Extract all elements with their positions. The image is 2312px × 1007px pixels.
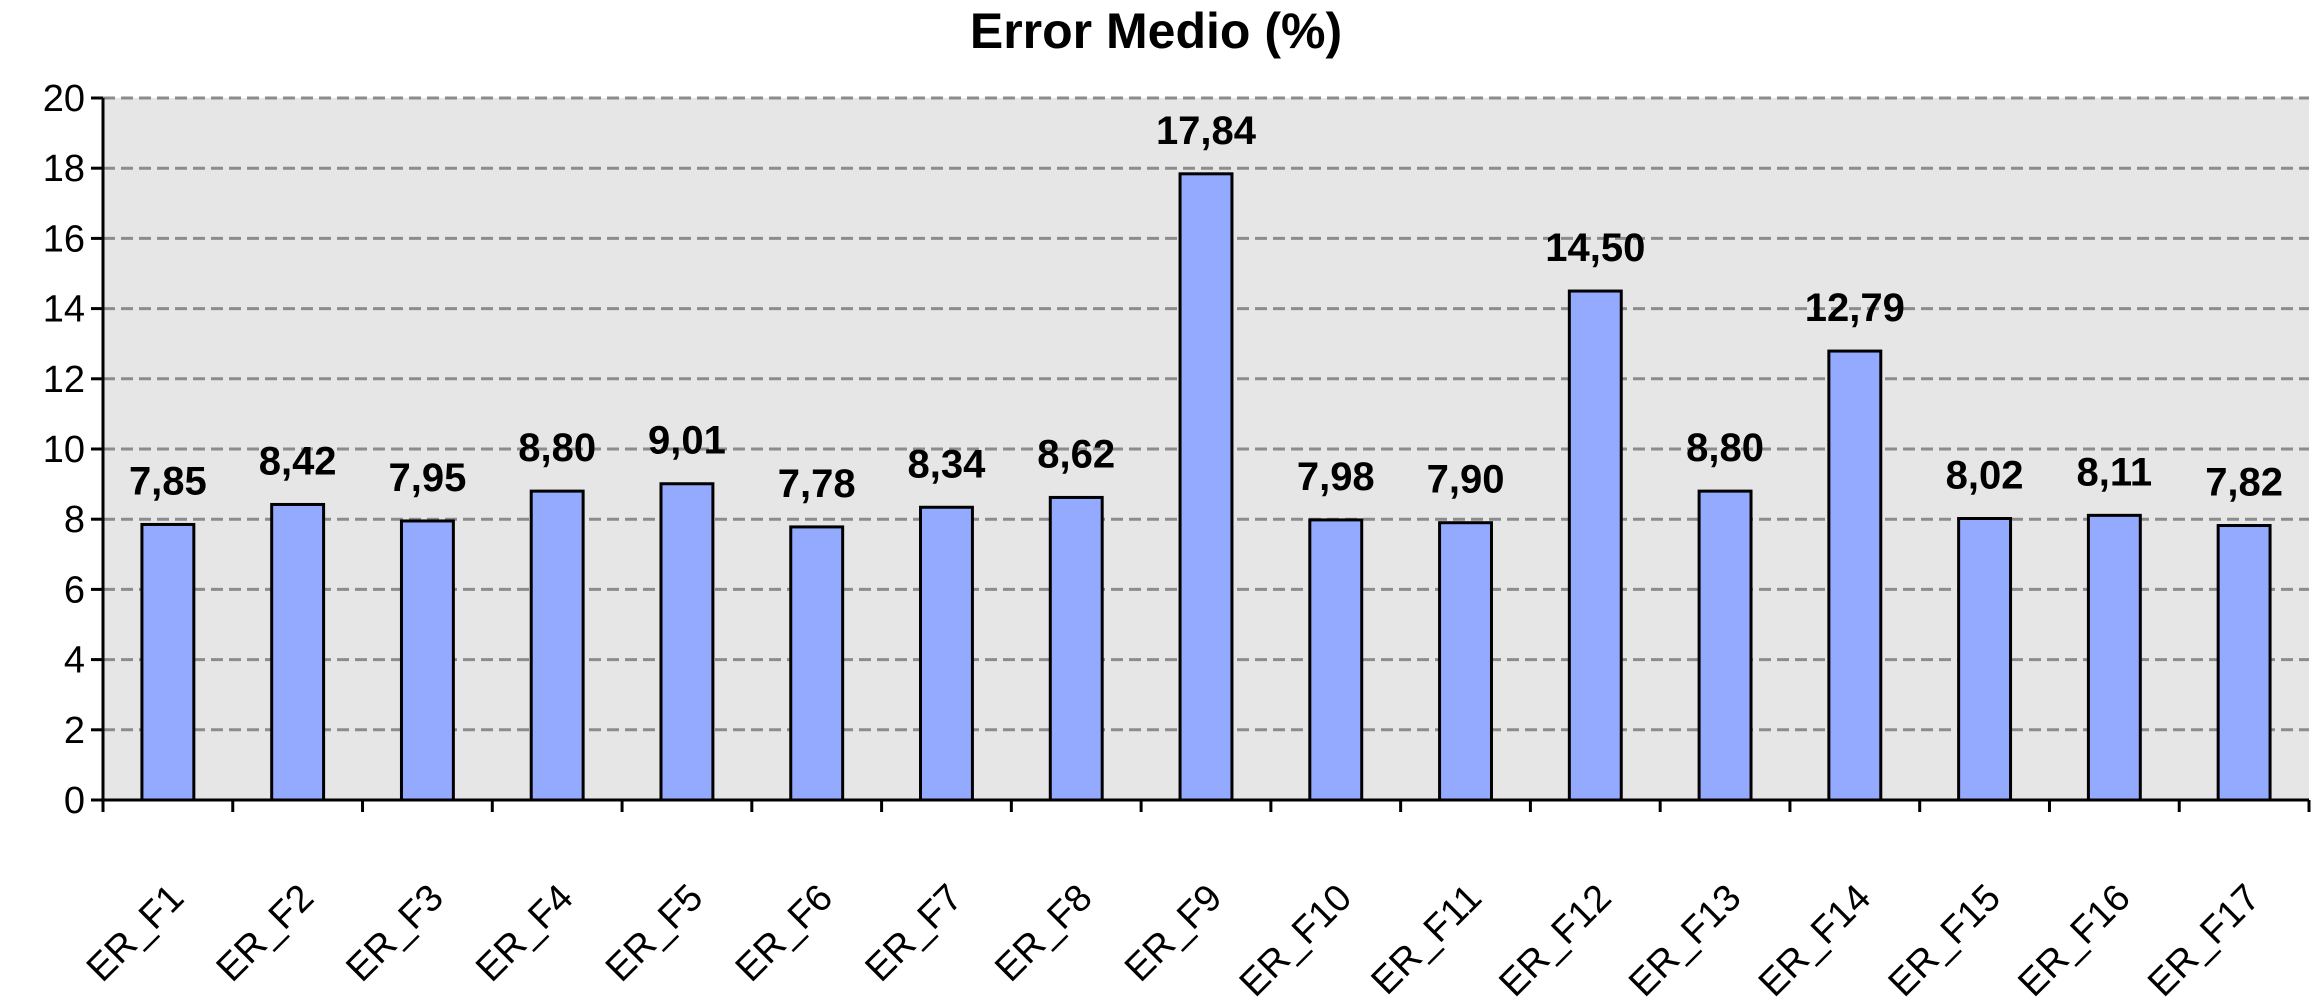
y-tick-label: 6 — [64, 569, 85, 611]
data-label: 17,84 — [1156, 109, 1257, 153]
y-tick-label: 4 — [64, 640, 85, 682]
x-tick-label: ER_F11 — [1364, 877, 1490, 1003]
data-label: 12,79 — [1805, 286, 1905, 330]
data-labels: 7,85 8,42 7,95 8,80 9,01 7,78 8,34 8,62 17,84 7,9… — [129, 109, 2283, 506]
data-label: 8,02 — [1946, 453, 2024, 497]
x-tick-label: ER_F12 — [1491, 877, 1619, 1005]
x-tick-label: ER_F16 — [2010, 877, 2138, 1005]
bar — [1567, 289, 1623, 802]
data-label: 7,98 — [1297, 455, 1375, 499]
bar — [270, 502, 326, 802]
x-tick-label: ER_F15 — [1881, 877, 2009, 1005]
x-tick-label: ER_F2 — [209, 877, 322, 990]
bar — [1438, 521, 1493, 802]
x-tick-label: ER_F10 — [1232, 877, 1360, 1005]
y-tick-label: 20 — [43, 78, 85, 120]
x-tick-label: ER_F3 — [338, 877, 451, 990]
bar — [1308, 518, 1364, 802]
data-label: 7,90 — [1427, 458, 1505, 502]
y-tick-label: 14 — [43, 289, 85, 331]
data-label: 8,62 — [1037, 432, 1115, 476]
y-tick-label: 12 — [43, 359, 85, 401]
x-tick-label: ER_F7 — [857, 877, 970, 990]
bar — [789, 525, 845, 802]
bar — [529, 489, 585, 802]
y-tick-label: 18 — [43, 148, 85, 190]
bar — [1048, 495, 1104, 802]
x-tick-label: ER_F8 — [987, 877, 1100, 990]
x-tick-label: ER_F14 — [1751, 877, 1879, 1005]
bar — [2216, 524, 2272, 802]
data-label: 7,82 — [2205, 461, 2283, 505]
data-label: 8,80 — [1686, 426, 1764, 470]
bar — [399, 519, 455, 802]
x-tick-label: ER_F4 — [468, 877, 581, 990]
bars — [140, 172, 2272, 802]
data-label: 7,78 — [778, 462, 856, 506]
bar — [659, 482, 715, 802]
data-label: 7,95 — [388, 456, 466, 500]
bar — [919, 505, 974, 802]
x-tick-label: ER_F5 — [598, 877, 711, 990]
data-label: 8,34 — [908, 442, 987, 486]
y-tick-label: 0 — [64, 780, 85, 822]
x-tick-label: ER_F13 — [1621, 877, 1749, 1005]
x-tick-label: ER_F17 — [2140, 877, 2268, 1005]
y-tick-label: 2 — [64, 710, 85, 752]
y-tick-label: 10 — [43, 429, 85, 471]
x-tick-label: ER_F9 — [1117, 877, 1230, 990]
x-tick-label: ER_F1 — [79, 877, 192, 990]
data-label: 8,42 — [259, 439, 337, 483]
bar — [140, 522, 196, 802]
data-label: 7,85 — [129, 459, 207, 503]
data-label: 14,50 — [1545, 226, 1645, 270]
bar — [1827, 349, 1883, 802]
chart-title: Error Medio (%) — [970, 3, 1342, 59]
data-label: 8,80 — [518, 426, 596, 470]
bar — [1178, 172, 1234, 802]
y-tick-label: 16 — [43, 218, 85, 260]
bar — [2086, 513, 2142, 802]
bar — [1957, 516, 2013, 802]
data-label: 8,11 — [2077, 450, 2153, 494]
x-tick-label: ER_F6 — [728, 877, 841, 990]
data-label: 9,01 — [648, 419, 726, 463]
y-tick-label: 8 — [64, 499, 85, 541]
bar — [1697, 489, 1753, 802]
